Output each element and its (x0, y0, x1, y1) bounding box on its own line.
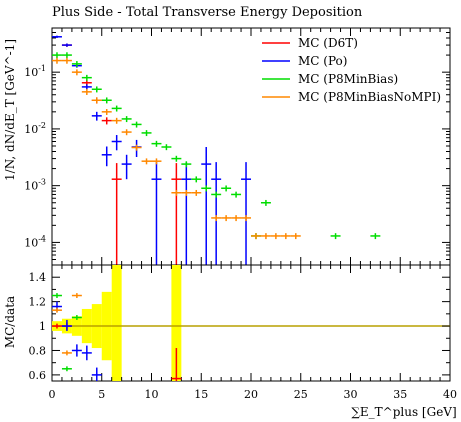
ratio-y-tick-label: 1 (39, 320, 46, 333)
ratio-y-tick-label: 1.2 (29, 296, 47, 309)
ratio-axes: 0.6 0.8 1 1.2 1.4 0 5 10 15 20 25 30 35 40 (29, 265, 457, 401)
main-y-tick-label: 10-3 (24, 178, 46, 193)
ratio-series (52, 293, 182, 381)
uncertainty-band (111, 265, 122, 381)
main-y-tick-label: 10-1 (24, 64, 46, 79)
main-y-axis-label: 1/N, dN/dE_T [GeV^-1] (3, 39, 17, 181)
ratio-y-axis-label: MC/data (3, 296, 17, 348)
ratio-x-tick-label: 25 (294, 388, 308, 401)
uncertainty-band (171, 265, 182, 381)
ratio-x-tick-label: 15 (194, 388, 208, 401)
ratio-x-tick-label: 20 (244, 388, 258, 401)
ratio-panel: 0.6 0.8 1 1.2 1.4 0 5 10 15 20 25 30 35 40 MC/data ∑E… (3, 264, 457, 419)
ratio-y-tick-label: 0.6 (29, 369, 47, 382)
x-axis-label: ∑E_T^plus [GeV] (351, 405, 456, 419)
main-panel: 10-1 10-2 10-3 10-4 1/N, dN/dE_T [GeV^-1] M… (3, 27, 451, 266)
ratio-x-tick-label: 10 (145, 388, 159, 401)
chart-title: Plus Side - Total Transverse Energy Depo… (52, 5, 363, 20)
legend: MC (D6T) MC (Po) MC (P8MinBias) MC (P8MinBi… (262, 36, 441, 104)
main-y-tick-label: 10-2 (24, 121, 46, 136)
legend-label: MC (D6T) (298, 36, 358, 50)
main-axes: 10-1 10-2 10-3 10-4 (24, 28, 451, 266)
main-plot-frame (51, 27, 451, 266)
ratio-x-tick-label: 35 (393, 388, 407, 401)
main-y-tick-label: 10-4 (24, 234, 46, 249)
main-series (52, 35, 381, 265)
ratio-y-tick-label: 0.8 (29, 344, 47, 357)
ratio-x-tick-label: 0 (49, 388, 56, 401)
legend-label: MC (Po) (298, 54, 347, 68)
ratio-x-tick-label: 5 (98, 388, 105, 401)
ratio-y-tick-label: 1.4 (29, 271, 47, 284)
ratio-x-tick-label: 30 (344, 388, 358, 401)
ratio-band (52, 265, 450, 381)
legend-label: MC (P8MinBiasNoMPI) (298, 90, 441, 104)
ratio-x-tick-label: 40 (443, 388, 457, 401)
legend-label: MC (P8MinBias) (298, 72, 398, 86)
